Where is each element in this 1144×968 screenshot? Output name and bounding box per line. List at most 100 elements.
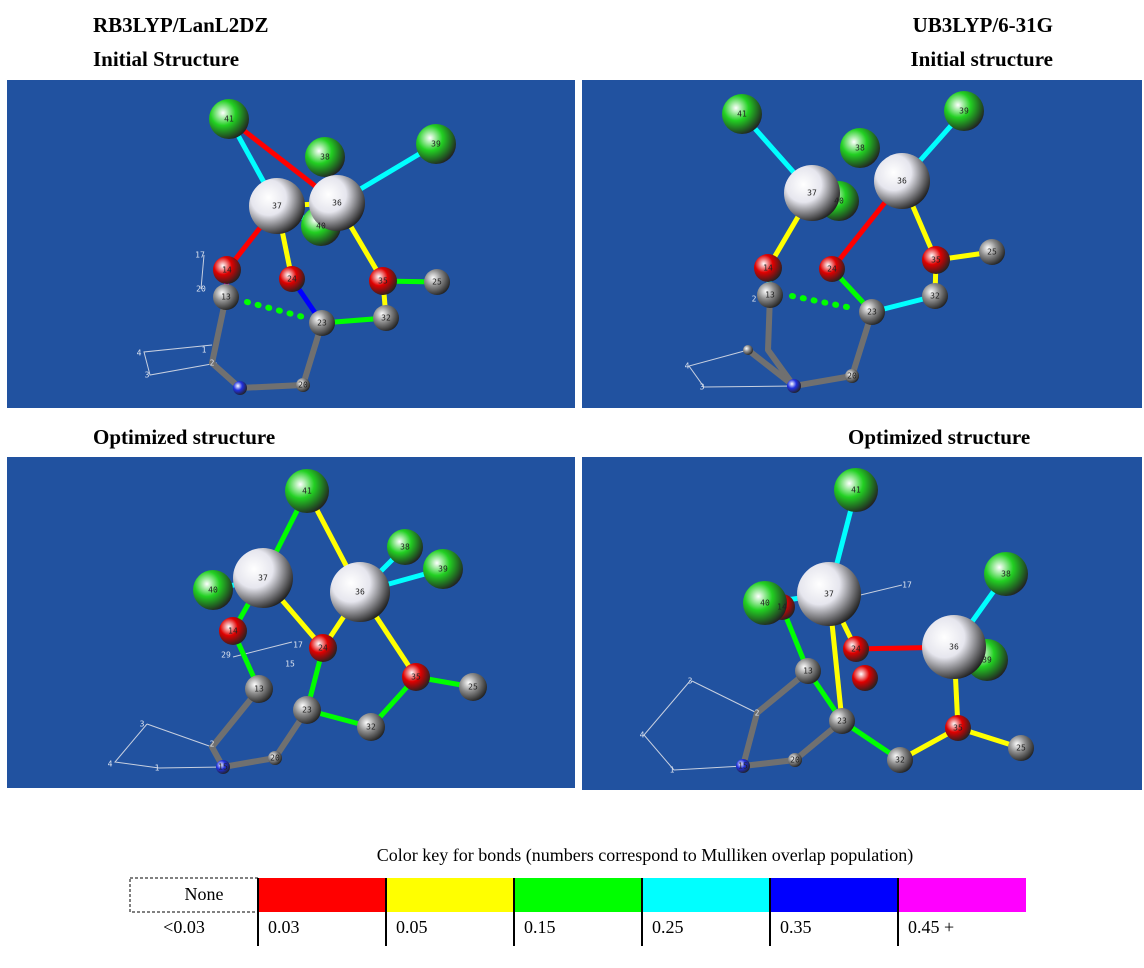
atom-label: 1 — [202, 346, 207, 355]
atom-label: 24 — [287, 275, 297, 284]
atom-label: 13 — [221, 293, 231, 302]
atom-label: 32 — [366, 723, 376, 732]
atom-label: 29 — [221, 651, 231, 660]
atom-label: 32 — [895, 756, 905, 765]
atom-label: 39 — [959, 107, 969, 116]
atom-label: 2 — [210, 359, 215, 368]
atom-label: 4 — [137, 349, 142, 358]
atom-label: 37 — [258, 574, 268, 583]
atom-label: 35 — [378, 277, 388, 286]
atom-label: 20 — [270, 754, 280, 763]
atom-label: 20 — [298, 381, 308, 390]
atom-label: 38 — [320, 153, 330, 162]
atom-label: 4 — [685, 362, 690, 371]
atom-label: 14 — [777, 603, 787, 612]
panel-title: Initial Structure — [93, 47, 239, 71]
atom-label: 17 — [293, 641, 303, 650]
atom-label: 39 — [982, 656, 992, 665]
atom-label: 24 — [318, 644, 328, 653]
atom-label: 1 — [670, 766, 675, 775]
key-color — [386, 878, 514, 912]
atom-label: 32 — [381, 314, 391, 323]
atom-label: 20 — [847, 372, 857, 381]
key-none-label: <0.03 — [163, 917, 205, 937]
key-label: 0.03 — [268, 917, 300, 937]
atom-label: 2 — [755, 709, 760, 718]
atom-label: 2 — [210, 740, 215, 749]
atom-label: 35 — [931, 256, 941, 265]
atom-label: 23 — [302, 706, 312, 715]
atom-label: 15 — [738, 762, 748, 771]
key-label: 0.25 — [652, 917, 684, 937]
key-title: Color key for bonds (numbers correspond … — [377, 845, 913, 866]
atom-label: 3 — [140, 720, 145, 729]
atom-label: 41 — [224, 115, 234, 124]
atom-label: 40 — [208, 586, 218, 595]
atom-label: 37 — [807, 189, 817, 198]
atom-label: 3 — [688, 677, 693, 686]
atom-label: 38 — [1001, 570, 1011, 579]
atom-label: 35 — [953, 724, 963, 733]
atom-label: 23 — [837, 717, 847, 726]
atom — [233, 381, 247, 395]
atom-label: 38 — [855, 144, 865, 153]
panel-title: Initial structure — [910, 47, 1053, 71]
atom-label: 36 — [949, 643, 959, 652]
panel-title: Optimized structure — [848, 425, 1030, 449]
key-label: 0.05 — [396, 917, 428, 937]
atom-label: 32 — [930, 292, 940, 301]
atom-label: 4 — [108, 760, 113, 769]
atom-label: 40 — [760, 599, 770, 608]
atom-label: 39 — [431, 140, 441, 149]
atom-label: 24 — [851, 645, 861, 654]
panel-heading: UB3LYP/6-31G — [913, 13, 1053, 37]
atom-label: 37 — [272, 202, 282, 211]
atom — [852, 665, 878, 691]
atom-label: 13 — [254, 685, 264, 694]
atom-label: 14 — [222, 266, 232, 275]
atom-label: 36 — [897, 177, 907, 186]
key-color — [514, 878, 642, 912]
molecule-panel: 4139383736401424352513233220432 — [582, 80, 1142, 408]
key-color — [642, 878, 770, 912]
key-color — [258, 878, 386, 912]
atom-label: 36 — [355, 588, 365, 597]
key-label: 0.45 + — [908, 917, 954, 937]
atom-label: 1 — [155, 764, 160, 773]
panel-title: Optimized structure — [93, 425, 275, 449]
atom-label: 23 — [867, 308, 877, 317]
atom-label: 36 — [332, 199, 342, 208]
atom-label: 39 — [438, 565, 448, 574]
atom-label: 20 — [196, 285, 206, 294]
atom-label: 20 — [790, 756, 800, 765]
atom-label: 15 — [285, 660, 295, 669]
atom — [787, 379, 801, 393]
atom-label: 25 — [1016, 744, 1026, 753]
atom-label: 17 — [195, 251, 205, 260]
atom-label: 25 — [468, 683, 478, 692]
atom-label: 41 — [737, 110, 747, 119]
panel-background — [7, 80, 575, 408]
atom-label: 37 — [824, 590, 834, 599]
atom-label: 14 — [763, 264, 773, 273]
molecule-panel: 413837363940142435251323321520173241 — [582, 457, 1142, 790]
atom-label: 2 — [752, 295, 757, 304]
key-label: 0.15 — [524, 917, 556, 937]
atom-label: 17 — [902, 581, 912, 590]
atom-label: 40 — [834, 197, 844, 206]
atom-label: 25 — [432, 278, 442, 287]
atom-label: 25 — [987, 248, 997, 257]
atom-label: 3 — [700, 383, 705, 392]
atom-label: 13 — [765, 291, 775, 300]
atom-label: 23 — [317, 319, 327, 328]
atom-label: 24 — [827, 265, 837, 274]
atom-label: 4 — [640, 731, 645, 740]
key-color — [898, 878, 1026, 912]
atom-label: 3 — [145, 371, 150, 380]
atom-label: 14 — [228, 627, 238, 636]
atom — [743, 345, 753, 355]
atom-label: 38 — [400, 543, 410, 552]
atom-label: 41 — [851, 486, 861, 495]
